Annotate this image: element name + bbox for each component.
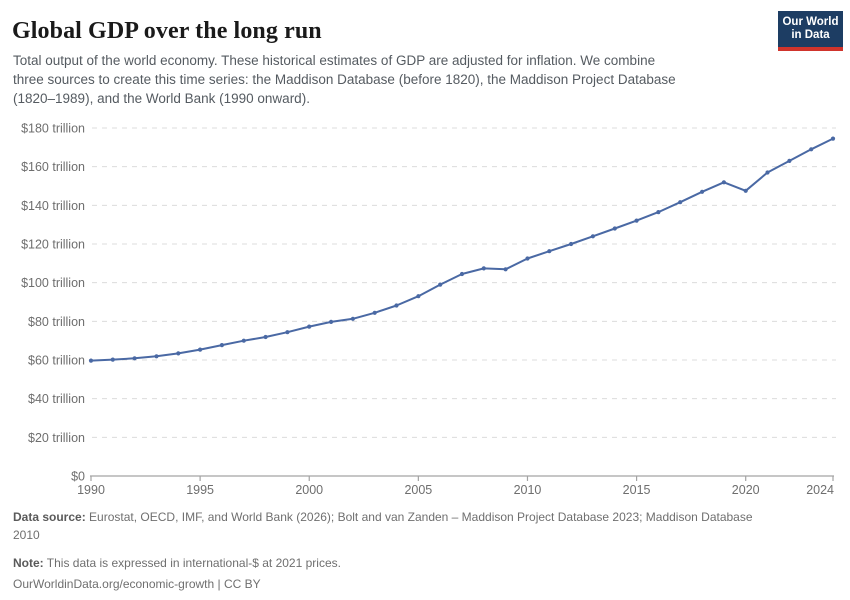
y-tick-label: $140 trillion xyxy=(21,199,85,213)
data-point xyxy=(503,267,508,272)
data-point xyxy=(438,282,443,287)
x-tick-label: 2000 xyxy=(295,483,323,497)
data-point xyxy=(176,351,181,356)
x-tick-label: 2005 xyxy=(404,483,432,497)
data-point xyxy=(263,334,268,340)
note-line: Note: This data is expressed in internat… xyxy=(13,555,837,573)
chart-subtitle: Total output of the world economy. These… xyxy=(13,53,676,106)
x-tick-label: 1990 xyxy=(77,483,105,497)
citation-link[interactable]: OurWorldinData.org/economic-growth | CC … xyxy=(13,576,261,591)
chart-footer: Data source: Eurostat, OECD, IMF, and Wo… xyxy=(13,509,837,593)
y-tick-label: $100 trillion xyxy=(21,276,85,290)
data-source-line: Data source: Eurostat, OECD, IMF, and Wo… xyxy=(13,509,837,544)
owid-logo-line2: in Data xyxy=(791,29,830,41)
x-tick-label: 2024 xyxy=(806,483,834,497)
data-point xyxy=(721,180,727,185)
page-title: Global GDP over the long run xyxy=(12,18,322,44)
data-point xyxy=(88,358,94,363)
x-tick-label: 2020 xyxy=(732,483,760,497)
data-point xyxy=(154,354,159,359)
data-point xyxy=(329,319,334,324)
owid-logo-line1: Our World xyxy=(782,16,839,28)
note-text: This data is expressed in international-… xyxy=(46,556,341,570)
owid-logo: Our World in Data xyxy=(778,11,843,51)
y-tick-label: $20 trillion xyxy=(28,431,85,445)
data-point xyxy=(700,189,705,194)
y-tick-label: $180 trillion xyxy=(21,122,85,136)
note-label: Note: xyxy=(13,556,44,570)
data-point xyxy=(132,356,137,361)
data-point xyxy=(743,188,748,193)
data-point xyxy=(198,347,203,352)
data-point xyxy=(416,294,421,299)
data-point xyxy=(394,303,399,308)
x-tick-label: 2010 xyxy=(514,483,542,497)
data-point xyxy=(678,200,683,205)
data-point xyxy=(590,234,596,239)
data-point xyxy=(569,241,574,247)
y-tick-label: $160 trillion xyxy=(21,160,85,174)
owid-logo-box: Our World in Data xyxy=(778,11,843,47)
data-point xyxy=(634,218,639,223)
data-point xyxy=(241,338,246,343)
y-tick-label: $0 xyxy=(71,470,85,484)
data-point xyxy=(459,271,465,277)
x-tick-label: 1995 xyxy=(186,483,214,497)
data-point xyxy=(350,316,355,321)
data-point xyxy=(219,343,224,348)
data-point xyxy=(830,136,836,141)
data-point xyxy=(285,330,290,335)
y-tick-label: $120 trillion xyxy=(21,238,85,252)
data-point xyxy=(765,170,770,175)
data-point xyxy=(307,324,312,329)
y-tick-label: $60 trillion xyxy=(28,354,85,368)
data-point xyxy=(809,147,814,152)
owid-logo-red-stripe xyxy=(778,47,843,51)
data-source-text: Eurostat, OECD, IMF, and World Bank (202… xyxy=(13,510,753,542)
y-tick-label: $80 trillion xyxy=(28,315,85,329)
data-point xyxy=(547,249,552,254)
data-point xyxy=(372,310,377,315)
data-point xyxy=(110,357,115,362)
data-point xyxy=(787,158,792,163)
data-point xyxy=(481,266,486,271)
y-tick-label: $40 trillion xyxy=(28,392,85,406)
data-point xyxy=(612,226,617,231)
data-source-label: Data source: xyxy=(13,510,86,524)
data-point xyxy=(525,256,530,261)
x-tick-label: 2015 xyxy=(623,483,651,497)
data-point xyxy=(656,210,661,215)
gdp-line xyxy=(90,137,834,362)
